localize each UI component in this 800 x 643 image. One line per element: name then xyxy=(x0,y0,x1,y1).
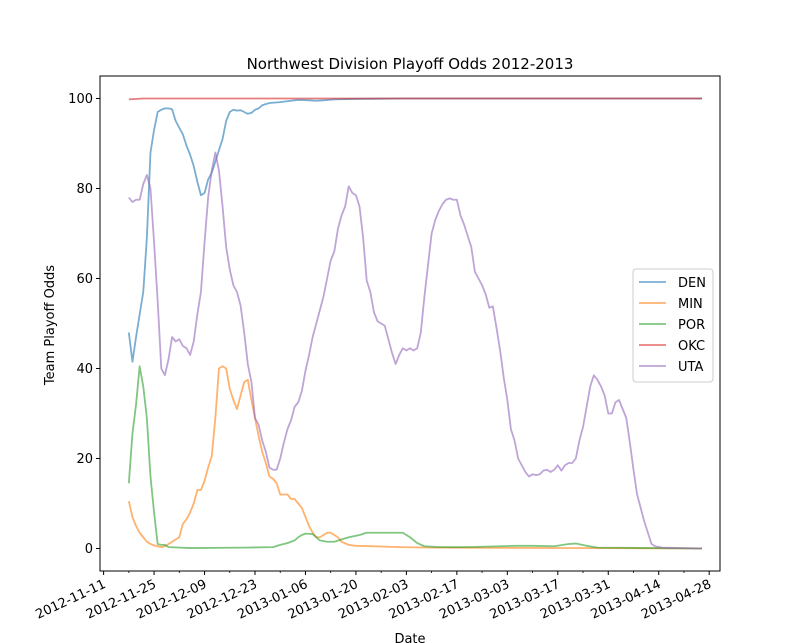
y-axis-label: Team Playoff Odds xyxy=(43,265,58,386)
x-axis-label: Date xyxy=(394,632,425,643)
x-axis: 2012-11-112012-11-252012-12-092012-12-23… xyxy=(33,571,714,623)
y-tick-label: 40 xyxy=(76,362,93,377)
legend-label-den: DEN xyxy=(678,276,706,291)
legend: DEN MIN POR OKC UTA xyxy=(632,268,714,383)
series-layer xyxy=(127,97,703,550)
series-line-den xyxy=(127,97,702,363)
series-line-uta xyxy=(128,151,703,550)
legend-label-por: POR xyxy=(678,318,705,333)
chart-title: Northwest Division Playoff Odds 2012-201… xyxy=(247,55,574,73)
y-tick-label: 100 xyxy=(68,92,93,107)
y-axis: 0 20 40 60 80 100 xyxy=(68,92,100,557)
y-tick-label: 0 xyxy=(85,542,93,557)
legend-box xyxy=(632,268,714,383)
series-line-min xyxy=(127,365,702,550)
legend-label-min: MIN xyxy=(678,297,703,312)
legend-label-uta: UTA xyxy=(678,360,703,375)
y-tick-label: 80 xyxy=(76,182,93,197)
plot-area-frame xyxy=(99,75,721,572)
y-tick-label: 20 xyxy=(76,452,93,467)
series-line-por xyxy=(127,365,702,550)
series-line-okc xyxy=(128,97,702,101)
legend-label-okc: OKC xyxy=(678,339,705,354)
y-tick-label: 60 xyxy=(76,272,93,287)
